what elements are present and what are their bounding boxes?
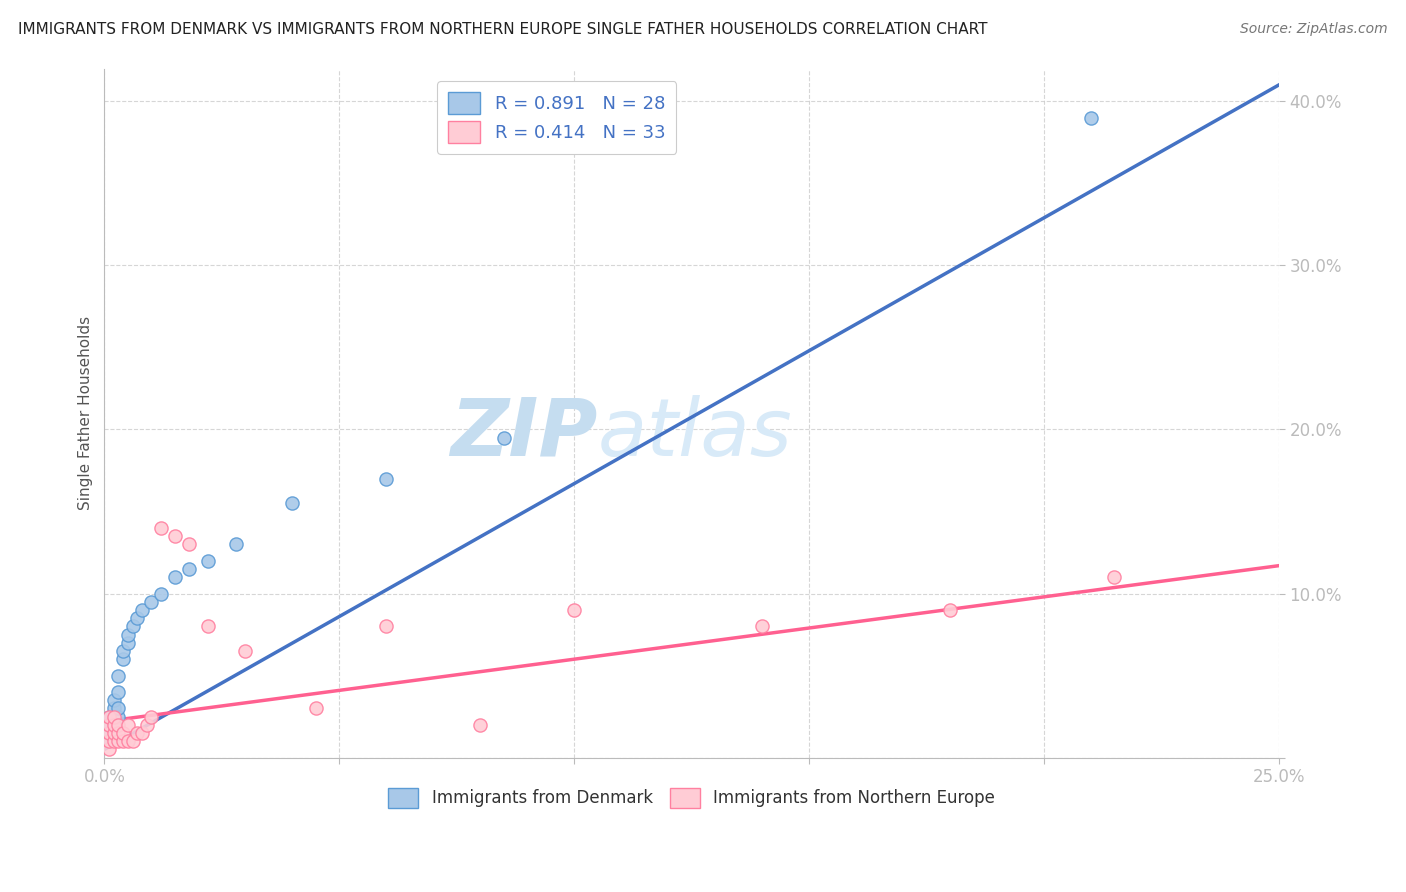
Text: atlas: atlas bbox=[598, 395, 793, 473]
Point bbox=[562, 603, 585, 617]
Point bbox=[375, 619, 398, 633]
Point bbox=[117, 627, 139, 641]
Point bbox=[112, 644, 135, 658]
Y-axis label: Single Father Households: Single Father Households bbox=[79, 316, 93, 510]
Point bbox=[103, 718, 125, 732]
Point bbox=[117, 734, 139, 748]
Point bbox=[197, 619, 219, 633]
Point bbox=[117, 718, 139, 732]
Point bbox=[163, 529, 186, 543]
Point bbox=[103, 693, 125, 707]
Legend: Immigrants from Denmark, Immigrants from Northern Europe: Immigrants from Denmark, Immigrants from… bbox=[382, 781, 1001, 814]
Point bbox=[98, 709, 121, 723]
Point bbox=[121, 734, 143, 748]
Point bbox=[112, 734, 135, 748]
Point bbox=[281, 496, 304, 510]
Point bbox=[103, 709, 125, 723]
Point bbox=[149, 521, 172, 535]
Point bbox=[492, 431, 515, 445]
Point bbox=[103, 701, 125, 715]
Point bbox=[98, 726, 121, 740]
Point bbox=[135, 718, 157, 732]
Point bbox=[107, 709, 129, 723]
Point bbox=[233, 644, 256, 658]
Point bbox=[127, 611, 149, 625]
Point bbox=[141, 709, 163, 723]
Point bbox=[98, 726, 121, 740]
Point bbox=[107, 668, 129, 682]
Point bbox=[177, 537, 200, 551]
Point bbox=[1080, 111, 1102, 125]
Point bbox=[107, 718, 129, 732]
Point bbox=[107, 734, 129, 748]
Point bbox=[1104, 570, 1126, 584]
Point bbox=[98, 709, 121, 723]
Point bbox=[117, 636, 139, 650]
Point bbox=[149, 586, 172, 600]
Point bbox=[177, 562, 200, 576]
Point bbox=[375, 472, 398, 486]
Point bbox=[305, 701, 328, 715]
Text: Source: ZipAtlas.com: Source: ZipAtlas.com bbox=[1240, 22, 1388, 37]
Point bbox=[107, 726, 129, 740]
Point bbox=[131, 726, 153, 740]
Point bbox=[112, 652, 135, 666]
Point bbox=[131, 603, 153, 617]
Point bbox=[939, 603, 962, 617]
Point bbox=[470, 718, 492, 732]
Point bbox=[107, 685, 129, 699]
Point bbox=[98, 742, 121, 756]
Point bbox=[163, 570, 186, 584]
Point bbox=[98, 734, 121, 748]
Point bbox=[197, 554, 219, 568]
Text: IMMIGRANTS FROM DENMARK VS IMMIGRANTS FROM NORTHERN EUROPE SINGLE FATHER HOUSEHO: IMMIGRANTS FROM DENMARK VS IMMIGRANTS FR… bbox=[18, 22, 988, 37]
Point bbox=[98, 718, 121, 732]
Point bbox=[751, 619, 773, 633]
Point bbox=[103, 734, 125, 748]
Point bbox=[225, 537, 247, 551]
Point bbox=[103, 726, 125, 740]
Point bbox=[103, 718, 125, 732]
Point bbox=[121, 619, 143, 633]
Point bbox=[107, 701, 129, 715]
Point bbox=[98, 718, 121, 732]
Point bbox=[112, 726, 135, 740]
Point bbox=[127, 726, 149, 740]
Text: ZIP: ZIP bbox=[450, 395, 598, 473]
Point bbox=[141, 595, 163, 609]
Point bbox=[98, 734, 121, 748]
